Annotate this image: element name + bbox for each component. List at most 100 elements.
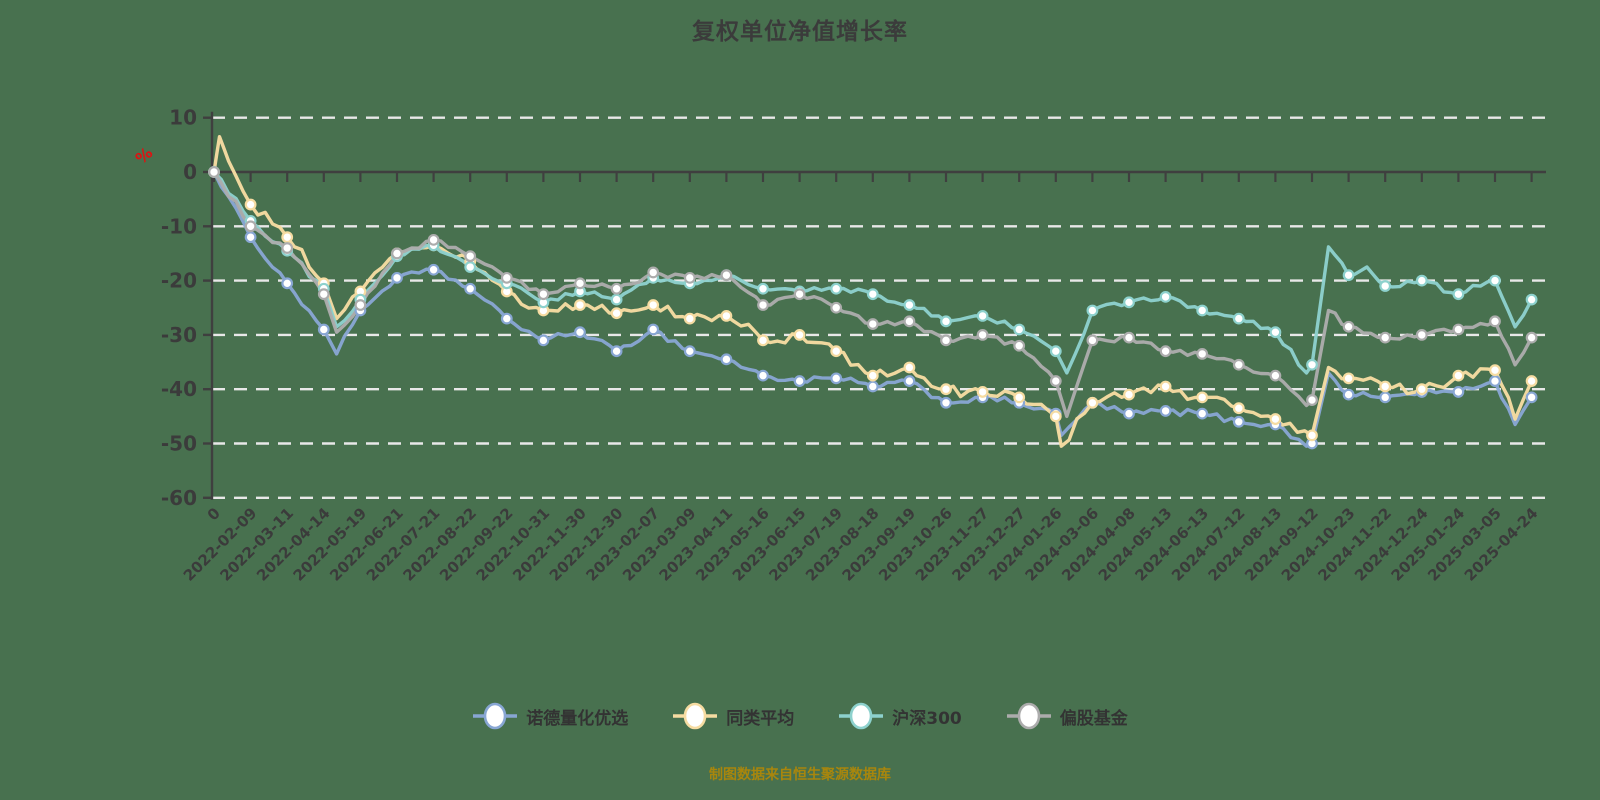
series-marker-1 <box>757 334 769 347</box>
series-marker-1 <box>866 369 879 382</box>
x-axis-labels: 02022-02-092022-03-112022-04-142022-05-1… <box>180 504 1542 585</box>
series-marker-1 <box>1159 380 1172 393</box>
series-marker-0 <box>244 231 257 244</box>
series-marker-0 <box>1379 391 1392 404</box>
legend-swatch-icon <box>473 702 518 730</box>
series-marker-3 <box>1086 334 1099 347</box>
legend-item-2[interactable]: 沪深300 <box>838 702 962 730</box>
series-marker-1 <box>1123 388 1135 401</box>
y-tick-label: 10 <box>169 106 197 130</box>
series-marker-1 <box>1342 372 1355 385</box>
series-marker-3 <box>1196 348 1209 360</box>
y-tick-label: -40 <box>161 377 197 401</box>
series-marker-3 <box>1123 331 1135 344</box>
series-marker-1 <box>1379 380 1392 393</box>
series-marker-1 <box>1232 402 1245 415</box>
series-marker-3 <box>940 334 952 347</box>
legend-swatch-icon <box>673 702 718 730</box>
legend-item-3[interactable]: 偏股基金 <box>1006 702 1128 730</box>
series-marker-1 <box>1086 396 1099 409</box>
series-marker-0 <box>1489 375 1501 387</box>
series-marker-0 <box>464 282 477 295</box>
series-marker-2 <box>1525 293 1538 306</box>
series-marker-0 <box>427 263 440 276</box>
series-marker-2 <box>976 309 989 322</box>
series-marker-3 <box>208 166 220 178</box>
series-marker-1 <box>647 299 660 311</box>
series-marker-0 <box>647 323 660 336</box>
chart-title: 复权单位净值增长率 <box>692 19 908 45</box>
series-marker-2 <box>1269 326 1282 339</box>
series-marker-3 <box>281 242 294 254</box>
series-marker-3 <box>866 318 879 330</box>
series-marker-3 <box>1452 323 1465 336</box>
y-tick-label: -30 <box>161 323 197 347</box>
series-marker-1 <box>1489 364 1501 377</box>
series-marker-2 <box>903 299 916 311</box>
legend-label: 沪深300 <box>892 708 962 729</box>
series-marker-0 <box>1525 391 1538 404</box>
series-marker-1 <box>793 329 806 341</box>
series-marker-0 <box>940 396 952 409</box>
legend-label: 偏股基金 <box>1059 708 1128 729</box>
series-marker-0 <box>500 312 513 325</box>
series-marker-3 <box>464 250 477 263</box>
series-marker-2 <box>757 282 769 295</box>
series-marker-0 <box>1123 407 1135 420</box>
series-marker-2 <box>1306 358 1318 371</box>
series-marker-1 <box>1415 383 1428 396</box>
series-marker-0 <box>1452 386 1465 398</box>
series-marker-3 <box>574 277 586 290</box>
series-marker-2 <box>1159 290 1172 303</box>
series-marker-3 <box>830 301 843 314</box>
series-marker-3 <box>757 299 769 311</box>
series-marker-2 <box>1232 312 1245 325</box>
legend-item-1[interactable]: 同类平均 <box>672 702 794 730</box>
series-marker-0 <box>1159 405 1172 417</box>
series-marker-0 <box>574 326 586 339</box>
series-marker-1 <box>1525 375 1538 387</box>
series-marker-0 <box>720 353 733 366</box>
series-marker-2 <box>1196 304 1209 317</box>
series-marker-1 <box>683 312 696 325</box>
series-marker-1 <box>1452 369 1465 382</box>
series-marker-2 <box>1452 288 1465 301</box>
series-marker-0 <box>281 277 294 290</box>
series-marker-3 <box>317 288 330 301</box>
series-marker-3 <box>1049 375 1062 387</box>
y-tick-label: -10 <box>161 214 197 238</box>
series-marker-3 <box>1159 345 1172 358</box>
series-marker-3 <box>1013 339 1026 352</box>
series-marker-0 <box>317 323 330 336</box>
series-marker-2 <box>1415 274 1428 287</box>
series-marker-3 <box>537 288 550 301</box>
series-marker-0 <box>683 345 696 358</box>
series-marker-3 <box>903 315 916 328</box>
series-marker-1 <box>940 383 952 396</box>
series-marker-0 <box>757 369 769 382</box>
series-marker-3 <box>647 266 660 279</box>
gridlines <box>212 116 1546 499</box>
series-marker-0 <box>1232 415 1245 428</box>
series-marker-2 <box>1049 345 1062 358</box>
series-marker-3 <box>427 233 440 246</box>
series-marker-1 <box>244 198 257 211</box>
series-marker-2 <box>940 315 952 328</box>
series-marker-2 <box>1379 280 1392 292</box>
legend-label: 同类平均 <box>726 708 795 729</box>
series-marker-0 <box>830 372 843 385</box>
series-marker-2 <box>1013 323 1026 336</box>
series-marker-0 <box>391 271 403 284</box>
legend-swatch-icon <box>1006 702 1051 730</box>
series-line-0 <box>212 170 1534 448</box>
legend-item-0[interactable]: 诺德量化优选 <box>472 702 628 730</box>
legend-label: 诺德量化优选 <box>526 708 629 729</box>
series-marker-1 <box>1049 410 1062 423</box>
series-marker-2 <box>1342 269 1355 282</box>
series-marker-0 <box>1342 388 1355 401</box>
series-marker-3 <box>610 282 623 295</box>
series-marker-0 <box>793 375 806 387</box>
series-marker-3 <box>1306 394 1318 406</box>
series-marker-3 <box>1269 369 1282 382</box>
series-marker-3 <box>683 271 696 284</box>
